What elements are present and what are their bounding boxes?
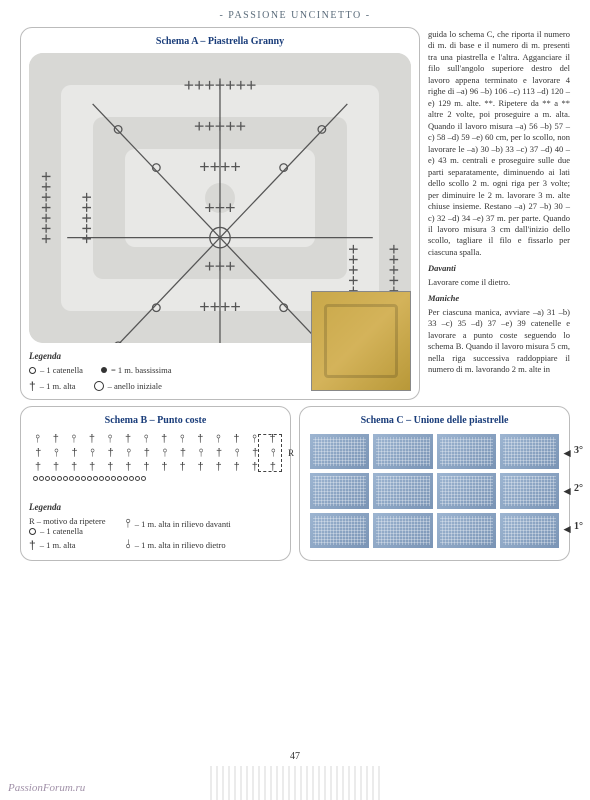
legend-anello: – anello iniziale (94, 381, 162, 391)
body-paragraph-1: guida lo schema C, che riporta il numero… (428, 29, 570, 258)
legend-motivo: R – motivo da ripetere (29, 516, 105, 526)
circle-fill-icon (101, 367, 107, 373)
schema-b-diagram: ⫯†⫯†⫯†⫯†⫯†⫯†⫯† †⫯†⫯†⫯†⫯†⫯†⫯†⫯ ††††††††††… (29, 432, 282, 494)
svg-text:+++++: +++++ (194, 116, 246, 136)
cross-icon: † (29, 381, 36, 391)
svg-text:+++++++: +++++++ (184, 75, 257, 95)
arrow-icon: ◄ (561, 484, 573, 499)
davanti-heading: Davanti (428, 263, 570, 274)
arrow-icon: ◄ (561, 446, 573, 461)
davanti-text: Lavorare come il dietro. (428, 277, 570, 288)
legenda-b: Legenda R – motivo da ripetere – 1 caten… (29, 502, 282, 552)
svg-text:+++: +++ (204, 256, 235, 276)
row-3-label: 3° (574, 445, 583, 456)
legend-catenella: – 1 catenella (29, 365, 83, 375)
legend-rilievo-davanti: ⫯– 1 m. alta in rilievo davanti (125, 516, 230, 531)
schema-a-title: Schema A – Piastrella Granny (29, 36, 411, 47)
schema-b-panel: Schema B – Punto coste ⫯†⫯†⫯†⫯†⫯†⫯†⫯† †⫯… (20, 406, 291, 561)
maniche-heading: Maniche (428, 293, 570, 304)
svg-text:+++++: +++++ (343, 244, 363, 296)
legend-alta: †– 1 m. alta (29, 381, 76, 391)
ring-icon (94, 381, 104, 391)
legend-alta-b: †– 1 m. alta (29, 540, 105, 550)
schema-c-title: Schema C – Unione delle piastrelle (308, 415, 561, 426)
r-marker: R (288, 448, 294, 458)
svg-text:+++++: +++++ (77, 192, 97, 244)
svg-text:+++++: +++++ (194, 338, 246, 343)
instructions-column: guida lo schema C, che riporta il numero… (428, 27, 570, 400)
row-1-label: 1° (574, 521, 583, 532)
svg-text:+++: +++ (204, 197, 235, 217)
schema-b-title: Schema B – Punto coste (29, 415, 282, 426)
page-header: - PASSIONE UNCINETTO - (0, 0, 590, 27)
svg-text:++++: ++++ (199, 297, 241, 317)
cross-icon: † (29, 540, 36, 550)
schema-c-panel: Schema C – Unione delle piastrelle ◄ 3° … (299, 406, 570, 561)
maniche-text: Per ciascuna manica, avviare –a) 31 –b) … (428, 307, 570, 376)
circle-open-icon (29, 367, 36, 374)
legend-bassissima: = 1 m. bassissima (101, 365, 172, 375)
schema-a-panel: Schema A – Piastrella Granny +++++++++++… (20, 27, 420, 400)
bottom-panels: Schema B – Punto coste ⫯†⫯†⫯†⫯†⫯†⫯†⫯† †⫯… (0, 400, 590, 561)
hook-front-icon: ⫯ (125, 516, 130, 531)
svg-text:++++: ++++ (199, 157, 241, 177)
circle-open-icon (29, 528, 36, 535)
main-content: Schema A – Piastrella Granny +++++++++++… (0, 27, 590, 400)
legend-rilievo-dietro: ⫰– 1 m. alta in rilievo dietro (125, 537, 230, 552)
blue-swatch-photo (210, 766, 380, 800)
svg-text:+++++++: +++++++ (36, 171, 56, 244)
legend-catenella-b: – 1 catenella (29, 526, 105, 536)
yellow-swatch-photo (311, 291, 411, 391)
page-number: 47 (0, 751, 590, 762)
hook-back-icon: ⫰ (125, 537, 130, 552)
schema-c-diagram: ◄ 3° ◄ 2° ◄ 1° (308, 432, 561, 550)
arrow-icon: ◄ (561, 522, 573, 537)
watermark: PassionForum.ru (8, 782, 85, 794)
legenda-b-title: Legenda (29, 502, 282, 512)
row-2-label: 2° (574, 483, 583, 494)
